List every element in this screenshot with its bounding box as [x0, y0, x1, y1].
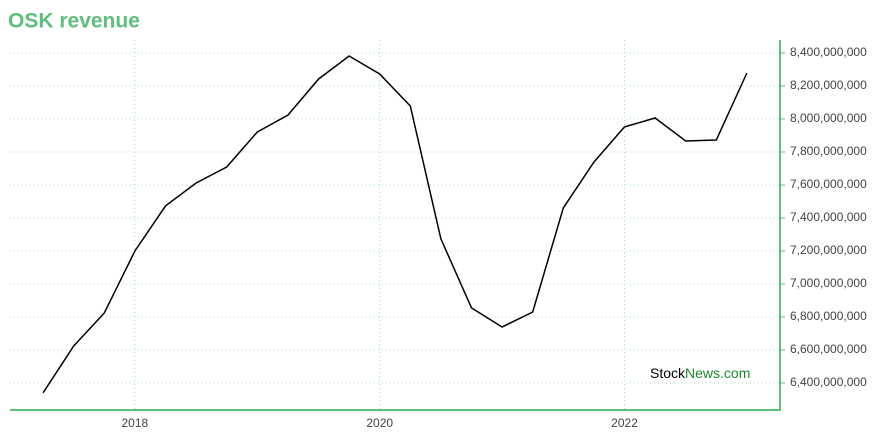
- x-tick-label: 2022: [611, 416, 638, 430]
- chart-title: OSK revenue: [8, 10, 140, 33]
- y-tick-label: 7,000,000,000: [790, 276, 867, 290]
- y-tick-label: 7,400,000,000: [790, 210, 867, 224]
- y-tick-label: 7,200,000,000: [790, 243, 867, 257]
- y-tick-label: 7,800,000,000: [790, 144, 867, 158]
- y-tick-label: 8,400,000,000: [790, 45, 867, 59]
- x-tick-label: 2018: [122, 416, 149, 430]
- series-line: [42, 55, 748, 394]
- x-tick-label: 2020: [366, 416, 393, 430]
- y-tick-label: 6,400,000,000: [790, 375, 867, 389]
- watermark: StockNews.com: [650, 365, 750, 381]
- y-tick-label: 8,000,000,000: [790, 111, 867, 125]
- y-tick-label: 6,600,000,000: [790, 342, 867, 356]
- y-tick-label: 8,200,000,000: [790, 78, 867, 92]
- y-tick-label: 6,800,000,000: [790, 309, 867, 323]
- watermark-news: News.com: [685, 365, 750, 381]
- watermark-stock: Stock: [650, 365, 686, 381]
- y-tick-label: 7,600,000,000: [790, 177, 867, 191]
